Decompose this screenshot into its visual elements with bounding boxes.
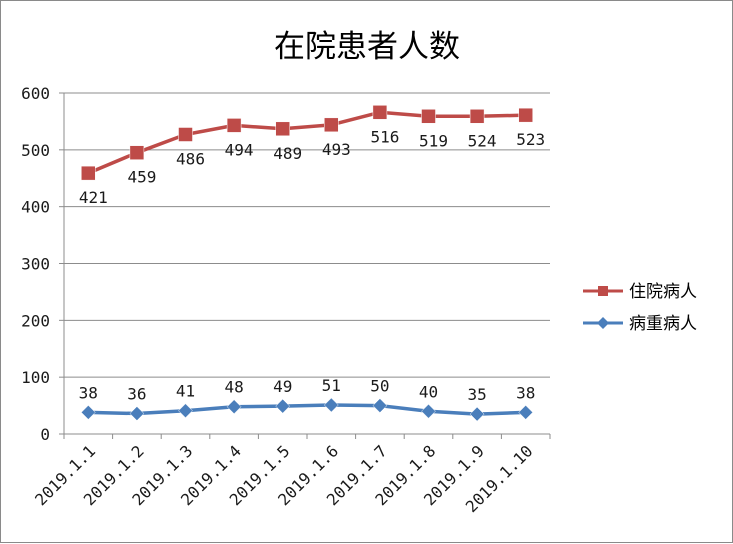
data-label: 38 [516,383,535,402]
data-point-square [518,107,533,123]
data-label: 493 [322,140,351,159]
legend-marker-square [598,286,608,296]
data-point-square [421,109,436,124]
data-label: 421 [79,188,108,207]
data-label: 35 [467,385,486,404]
data-label: 41 [176,382,195,401]
legend: 住院病人 病重病人 [583,282,697,334]
data-point-square [226,118,242,133]
data-labels: 421 459 486 494 489 493 516 519 524 523 38 36 41 48 49… [79,127,545,404]
data-point-diamond [372,398,388,413]
y-tick-label: 500 [21,141,50,160]
data-label: 486 [176,149,205,168]
data-label: 40 [419,382,438,401]
data-point-square [469,109,485,124]
data-point-diamond [226,399,242,415]
data-point-diamond [323,397,339,413]
series-layer [80,105,534,422]
data-point-diamond [80,405,96,420]
data-point-square [81,165,96,181]
legend-label-critical: 病重病人 [629,314,697,334]
data-point-diamond [178,403,193,419]
data-label: 516 [370,127,399,146]
y-tick-label: 300 [21,255,50,274]
y-tick-label: 100 [21,368,50,387]
data-label: 51 [322,376,341,395]
data-label: 50 [370,377,389,396]
y-tick-label: 400 [21,198,50,217]
data-point-diamond [129,406,145,421]
data-point-square [372,105,388,120]
data-point-square [275,121,290,137]
data-label: 524 [468,131,497,150]
data-point-square [129,145,145,160]
y-tick-label: 200 [21,311,50,330]
data-point-diamond [469,406,485,422]
y-tick-label: 600 [21,84,50,103]
data-label: 489 [273,144,302,163]
legend-marker-diamond [597,317,609,329]
data-label: 459 [127,168,156,187]
data-point-square [324,117,339,133]
data-point-square [178,127,193,142]
data-point-diamond [421,403,436,419]
chart-title: 在院患者人数 [274,29,460,65]
data-label: 36 [127,385,146,404]
series-line-0 [87,110,526,175]
data-label: 49 [273,377,292,396]
data-point-diamond [518,405,534,420]
data-label: 523 [516,130,545,149]
legend-item-inpatients: 住院病人 [583,282,697,302]
data-label: 494 [225,140,254,159]
y-tick-label: 0 [40,425,50,444]
data-point-diamond [275,398,291,414]
series-line-1 [88,403,526,416]
data-label: 48 [224,378,243,397]
data-label: 38 [79,383,98,402]
legend-label-inpatients: 住院病人 [629,282,697,302]
data-label: 519 [419,131,448,150]
legend-item-critical: 病重病人 [583,314,697,334]
